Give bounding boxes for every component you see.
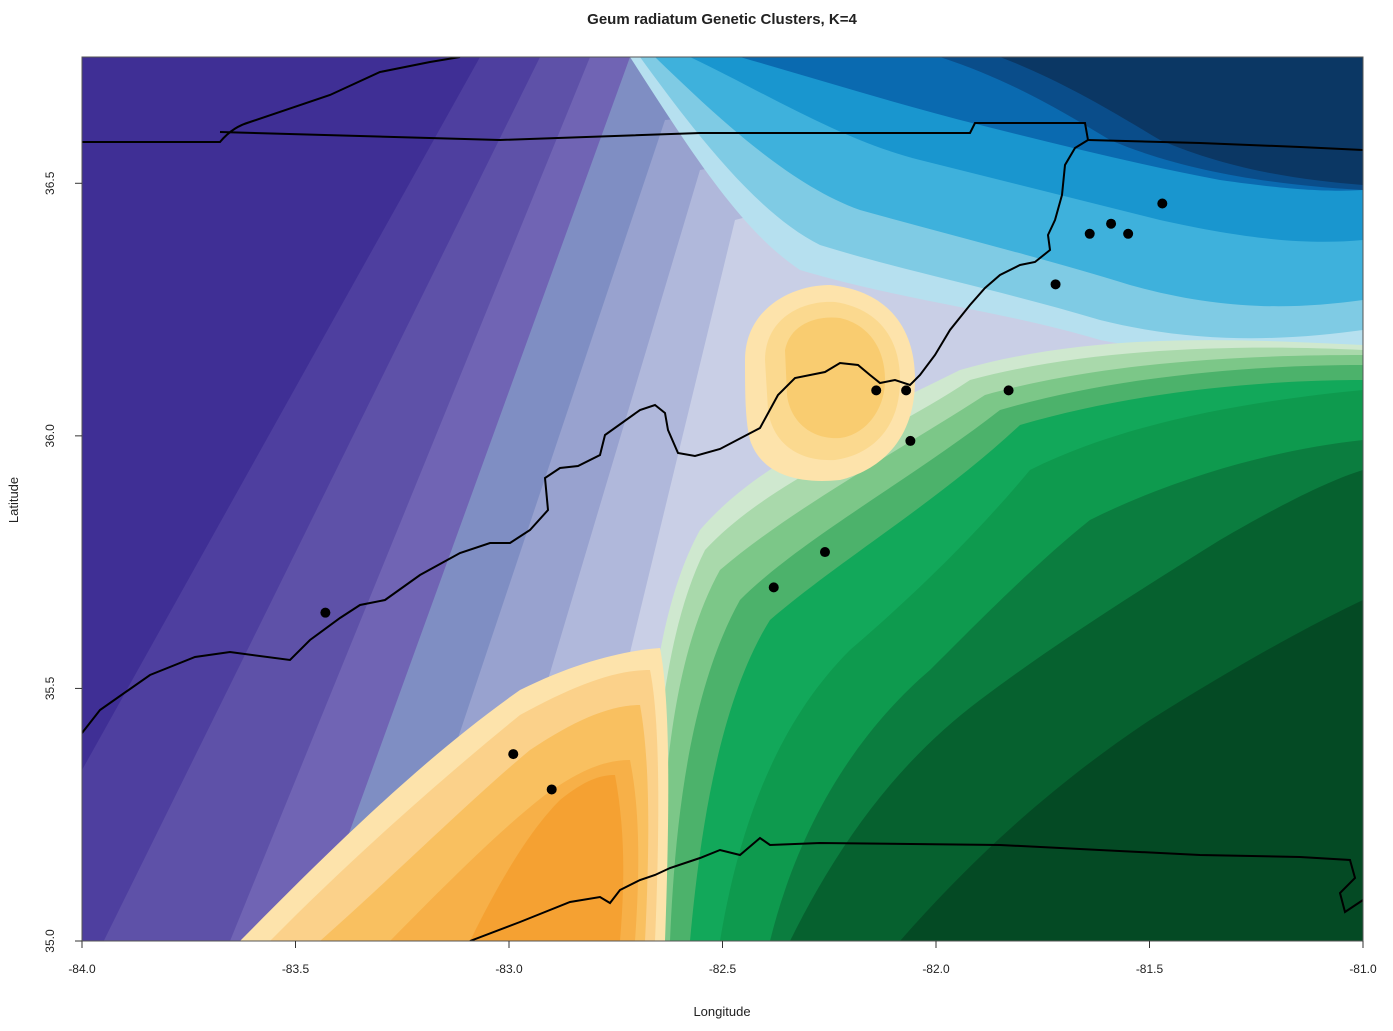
contour-surface [82, 57, 1363, 941]
sample-point [546, 784, 557, 795]
y-tick-label: 36.0 [43, 424, 57, 448]
sample-point [1157, 198, 1168, 209]
x-tick-label: -82.0 [922, 962, 950, 976]
sample-points [320, 198, 1168, 795]
sample-point [320, 607, 331, 618]
x-tick-label: -82.5 [709, 962, 737, 976]
contour-band-orange-n2 [785, 317, 885, 439]
x-axis-label: Longitude [693, 1004, 750, 1019]
x-tick-label: -81.5 [1136, 962, 1164, 976]
x-tick-label: -84.0 [68, 962, 96, 976]
y-tick-label: 35.5 [43, 676, 57, 700]
sample-point [871, 385, 882, 396]
sample-point [905, 435, 916, 446]
boundary-line-northwest [82, 57, 461, 143]
sample-point [1084, 228, 1095, 239]
boundary-line-northeast [1087, 139, 1363, 151]
x-tick-label: -83.0 [495, 962, 523, 976]
sample-point [1106, 218, 1117, 229]
sample-point [508, 749, 519, 760]
y-tick-label: 35.0 [43, 929, 57, 953]
contour-band-blue-6 [1000, 57, 1363, 185]
x-tick-label: -83.5 [282, 962, 310, 976]
boundary-line-tn-nc [82, 139, 1089, 734]
x-axis: -84.0 -83.5 -83.0 -82.5 -82.0 -81.5 -81.0 [68, 941, 1377, 976]
sample-point [901, 385, 912, 396]
y-axis-label: Latitude [6, 477, 21, 523]
y-tick-label: 36.5 [43, 171, 57, 195]
boundary-line-south [469, 836, 1363, 941]
y-axis: 35.0 35.5 36.0 36.5 [43, 171, 82, 953]
sample-point [1003, 385, 1014, 396]
x-tick-label: -81.0 [1349, 962, 1377, 976]
chart-title: Geum radiatum Genetic Clusters, K=4 [587, 11, 857, 28]
sample-point [768, 582, 779, 593]
sample-point [1050, 279, 1061, 290]
sample-point [1123, 228, 1134, 239]
boundary-line-north [219, 122, 1089, 142]
sample-point [819, 547, 830, 558]
